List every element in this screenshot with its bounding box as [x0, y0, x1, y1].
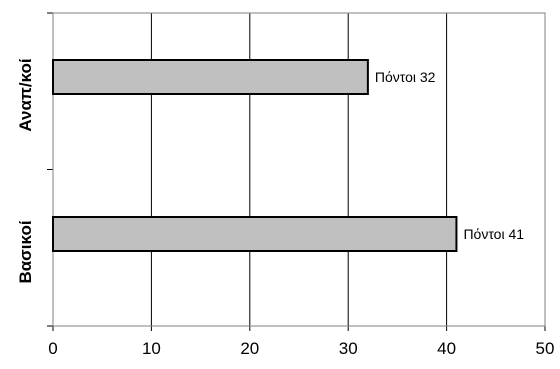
x-tick-label-50: 50: [536, 339, 555, 358]
x-tick-label-20: 20: [240, 339, 259, 358]
y-axis-category-labels: Αναπ/κοί Βασικοί: [16, 58, 35, 283]
x-tick-label-10: 10: [142, 339, 161, 358]
x-tick-label-30: 30: [339, 339, 358, 358]
plot-area-border: [52, 12, 546, 327]
data-labels: Πόντοι 32 Πόντοι 41: [375, 69, 524, 242]
bar-value-label-0: Πόντοι 32: [375, 69, 436, 85]
bar-1: [52, 216, 458, 252]
x-tick-label-40: 40: [437, 339, 456, 358]
category-label-0: Αναπ/κοί: [16, 58, 35, 132]
x-axis-tick-labels: 0 10 20 30 40 50: [48, 339, 554, 358]
bar-0: [52, 59, 369, 95]
bar-value-label-1: Πόντοι 41: [463, 226, 524, 242]
category-label-1: Βασικοί: [16, 220, 35, 283]
bars: [52, 59, 458, 252]
x-tick-label-0: 0: [48, 339, 57, 358]
